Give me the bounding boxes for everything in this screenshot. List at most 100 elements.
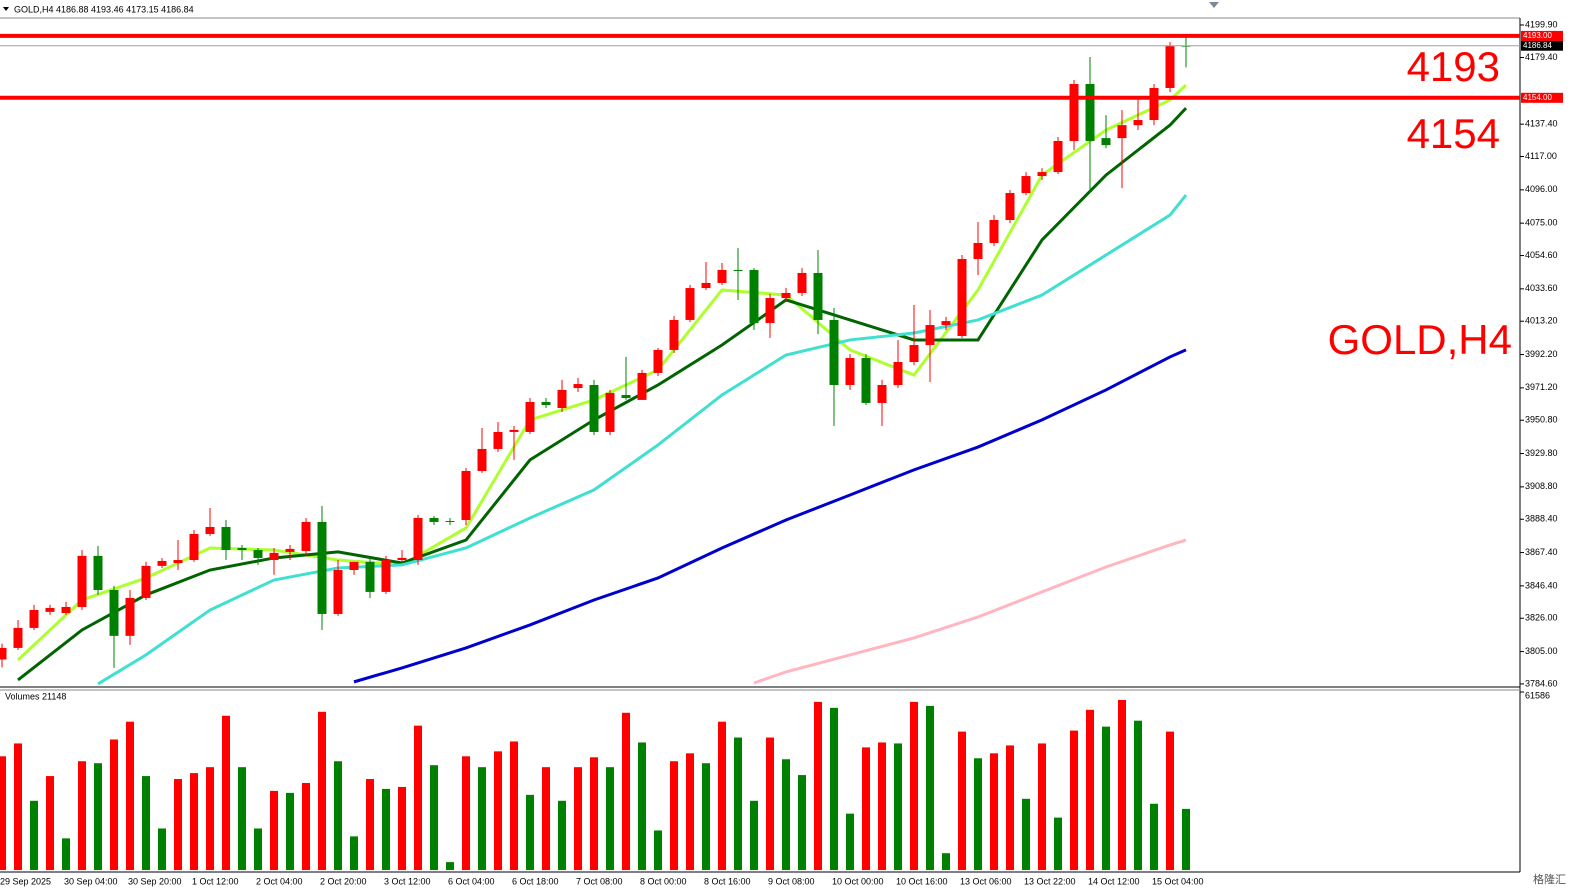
annotation: 4154 [1407, 110, 1500, 157]
moving-average [17, 107, 1188, 682]
volume-bar [286, 792, 294, 870]
candle-body [525, 401, 535, 432]
y-tick-label: 4054.60 [1525, 250, 1558, 260]
y-tick-label: 61586 [1525, 690, 1550, 700]
y-tick-label: 3929.80 [1525, 448, 1558, 458]
candle-body [349, 561, 359, 571]
level-label: 4193.00 [1523, 31, 1552, 40]
y-tick-label: 4013.20 [1525, 316, 1558, 326]
volume-bar [606, 767, 614, 870]
candle-body [733, 269, 743, 271]
candle-body [861, 358, 871, 403]
candle-body [0, 647, 7, 660]
y-tick-label: 3846.40 [1525, 580, 1558, 590]
x-tick-label: 7 Oct 08:00 [576, 876, 623, 886]
candle-body [1021, 176, 1031, 194]
candle-body [1149, 87, 1159, 121]
annotation: GOLD,H4 [1328, 316, 1512, 363]
candle-body [445, 520, 455, 522]
volume-bar [1150, 803, 1158, 870]
volume-bar [30, 800, 38, 870]
volume-bar [366, 779, 374, 870]
candle-body [797, 272, 807, 293]
volume-bar [910, 701, 918, 870]
volume-bar [510, 741, 518, 870]
candle-body [381, 560, 391, 592]
candle-body [461, 471, 471, 521]
volume-bar [14, 743, 22, 870]
candle-body [573, 384, 583, 389]
candle-body [173, 560, 183, 564]
candle-body [541, 401, 551, 405]
y-tick-label: 3826.00 [1525, 613, 1558, 623]
volume-bar [462, 756, 470, 870]
candle-body [301, 521, 311, 551]
current-price-label: 4186.84 [1523, 41, 1552, 50]
x-tick-label: 2 Oct 04:00 [256, 876, 303, 886]
volume-title: Volumes 21148 [5, 691, 66, 701]
volume-bar [350, 836, 358, 870]
volume-bar [318, 711, 326, 870]
candle-body [157, 560, 167, 566]
candle-body [205, 527, 215, 534]
candle-body [509, 429, 519, 432]
volume-bar [1006, 745, 1014, 870]
candle-body [269, 552, 279, 561]
volume-bar [766, 737, 774, 870]
y-tick-label: 3888.40 [1525, 514, 1558, 524]
moving-average [753, 538, 1187, 685]
candle-body [909, 345, 919, 362]
candle-body [685, 288, 695, 320]
candle-body [989, 219, 999, 243]
x-tick-label: 30 Sep 04:00 [64, 876, 118, 886]
candle-body [397, 557, 407, 561]
x-tick-label: 13 Oct 22:00 [1024, 876, 1076, 886]
volume-bar [1022, 798, 1030, 870]
candle-body [829, 319, 839, 386]
volume-bar [814, 701, 822, 870]
candle-body [493, 431, 503, 449]
candle-body [1053, 140, 1063, 173]
candle-body [1117, 125, 1127, 139]
menu-arrow [3, 7, 9, 11]
volume-bar [638, 742, 646, 870]
axes: 4199.90 4179.40 4137.40 4117.00 4096.00 4075.… [0, 19, 1563, 886]
x-tick-label: 8 Oct 00:00 [640, 876, 687, 886]
volume-bar [702, 763, 710, 870]
volume-bar [542, 767, 550, 870]
volume-bar [622, 712, 630, 870]
volume-bar [1166, 731, 1174, 870]
candle-body [477, 448, 487, 472]
x-tick-label: 30 Sep 20:00 [128, 876, 182, 886]
y-tick-label: 3867.40 [1525, 547, 1558, 557]
volume-bar [174, 779, 182, 870]
candle-body [1005, 193, 1015, 220]
volume-bar [414, 725, 422, 870]
volume-bar [110, 739, 118, 870]
volume-bar [670, 761, 678, 870]
x-tick-label: 1 Oct 12:00 [192, 876, 239, 886]
candle-body [237, 547, 247, 551]
candle-body [877, 385, 887, 403]
candle-body [333, 570, 343, 614]
volume-bar [270, 790, 278, 870]
moving-average [97, 194, 1188, 686]
volume-bar [222, 715, 230, 870]
x-tick-label: 6 Oct 04:00 [448, 876, 495, 886]
candle-body [285, 548, 295, 552]
volume-bar [382, 788, 390, 870]
volume-bar [990, 753, 998, 870]
y-tick-label: 3784.60 [1525, 678, 1558, 688]
volume-bar [126, 721, 134, 870]
candle-body [221, 527, 231, 551]
y-tick-label: 4137.40 [1525, 119, 1558, 129]
candle-body [621, 394, 631, 399]
volume-bar [78, 761, 86, 870]
x-tick-label: 14 Oct 12:00 [1088, 876, 1140, 886]
candle-body [701, 282, 711, 289]
volume-pane [0, 699, 1190, 870]
moving-average [16, 84, 1188, 662]
volume-bar [574, 767, 582, 870]
candle-body [189, 533, 199, 561]
y-tick-label: 4179.40 [1525, 52, 1558, 62]
